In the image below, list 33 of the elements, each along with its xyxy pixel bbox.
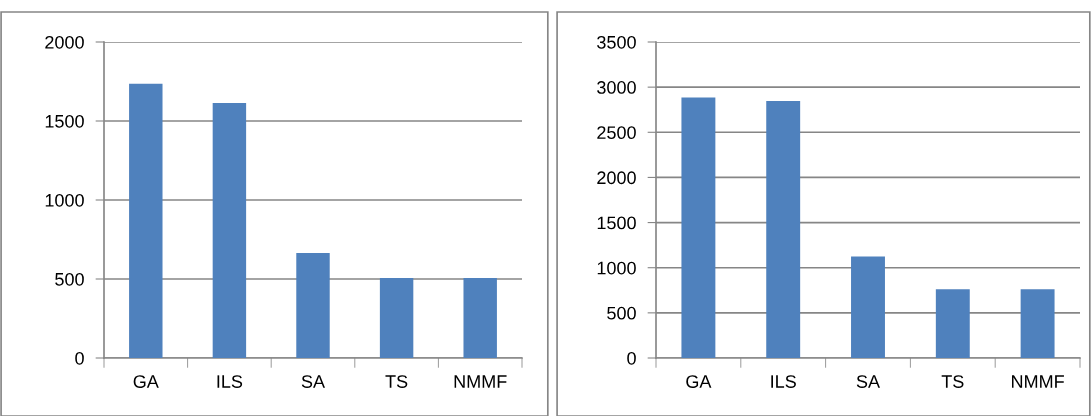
y-tick-label: 3000 xyxy=(597,81,636,94)
bar xyxy=(1020,289,1055,358)
bar xyxy=(379,277,414,358)
y-tick-label: 1500 xyxy=(597,216,636,230)
y-tick-label: 2000 xyxy=(45,35,84,49)
y-tick-label: 2500 xyxy=(597,126,636,140)
y-tick-label: 3500 xyxy=(597,35,636,49)
x-tick-label: NMMF xyxy=(1012,375,1064,388)
y-tick-label: 1000 xyxy=(597,261,636,275)
y-tick-label: 500 xyxy=(607,306,636,320)
bar xyxy=(296,253,330,358)
x-tick-label: GA xyxy=(686,375,712,388)
bar xyxy=(935,289,970,358)
x-tick-label: NMMF xyxy=(454,375,507,388)
bar xyxy=(129,83,163,358)
y-tick-label: 1500 xyxy=(45,114,84,128)
x-tick-label: SA xyxy=(301,375,326,388)
bar xyxy=(766,101,801,358)
x-tick-label: ILS xyxy=(217,375,243,388)
y-tick-label: 0 xyxy=(627,351,636,365)
bar xyxy=(681,97,716,358)
y-tick-label: 1000 xyxy=(45,193,84,207)
y-tick-label: 2000 xyxy=(597,171,636,185)
bar xyxy=(851,256,885,358)
x-tick-label: TS xyxy=(385,375,408,388)
x-tick-label: ILS xyxy=(771,375,796,388)
x-tick-label: SA xyxy=(856,375,881,388)
bar xyxy=(212,102,247,358)
y-tick-label: 500 xyxy=(55,272,84,286)
x-tick-label: GA xyxy=(133,375,159,388)
y-tick-label: 0 xyxy=(75,351,84,365)
bar xyxy=(463,277,497,358)
x-tick-label: TS xyxy=(941,375,964,388)
